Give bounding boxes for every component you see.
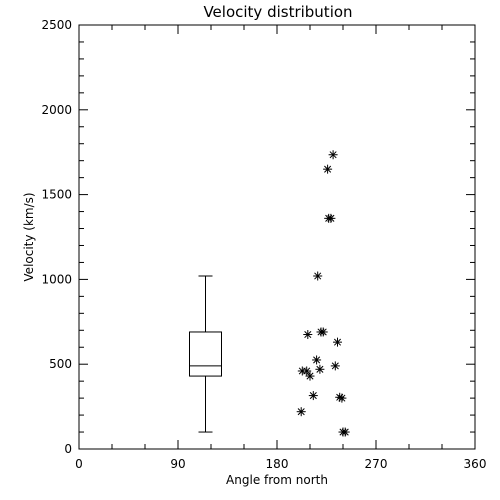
- data-point: [315, 364, 325, 374]
- data-point: [326, 213, 336, 223]
- x-tick-label: 0: [75, 457, 83, 471]
- data-point: [323, 164, 333, 174]
- boxplot: [189, 275, 222, 433]
- data-point: [305, 371, 315, 381]
- data-point: [337, 393, 347, 403]
- y-tick-label: 1000: [41, 272, 72, 286]
- data-point: [333, 337, 342, 347]
- data-point: [302, 366, 312, 376]
- data-point: [340, 427, 350, 437]
- data-point: [308, 391, 318, 401]
- y-axis-title: Velocity (km/s): [22, 192, 36, 281]
- data-point: [328, 150, 338, 160]
- x-axis-title: Angle from north: [226, 473, 328, 487]
- y-tick-label: 2000: [41, 103, 72, 117]
- y-tick-label: 500: [49, 357, 72, 371]
- data-point: [313, 271, 323, 281]
- x-tick-label: 180: [266, 457, 289, 471]
- data-point: [312, 355, 322, 365]
- data-point: [330, 361, 340, 371]
- boxplot-box: [189, 331, 222, 377]
- y-tick-label: 0: [64, 442, 72, 456]
- data-point: [303, 330, 313, 340]
- x-tick-label: 270: [365, 457, 388, 471]
- data-point: [296, 407, 306, 417]
- data-points: [296, 150, 350, 437]
- axis-ticks: [78, 24, 476, 450]
- axis-tick-labels: 0 90 180 270 360 0 500 1000 1500 2000 2500: [41, 18, 486, 471]
- x-tick-label: 360: [464, 457, 487, 471]
- y-tick-label: 1500: [41, 188, 72, 202]
- plot-frame: [78, 24, 476, 450]
- data-point: [318, 327, 328, 337]
- chart-title: Velocity distribution: [203, 3, 352, 21]
- y-tick-label: 2500: [41, 18, 72, 32]
- x-tick-label: 90: [170, 457, 185, 471]
